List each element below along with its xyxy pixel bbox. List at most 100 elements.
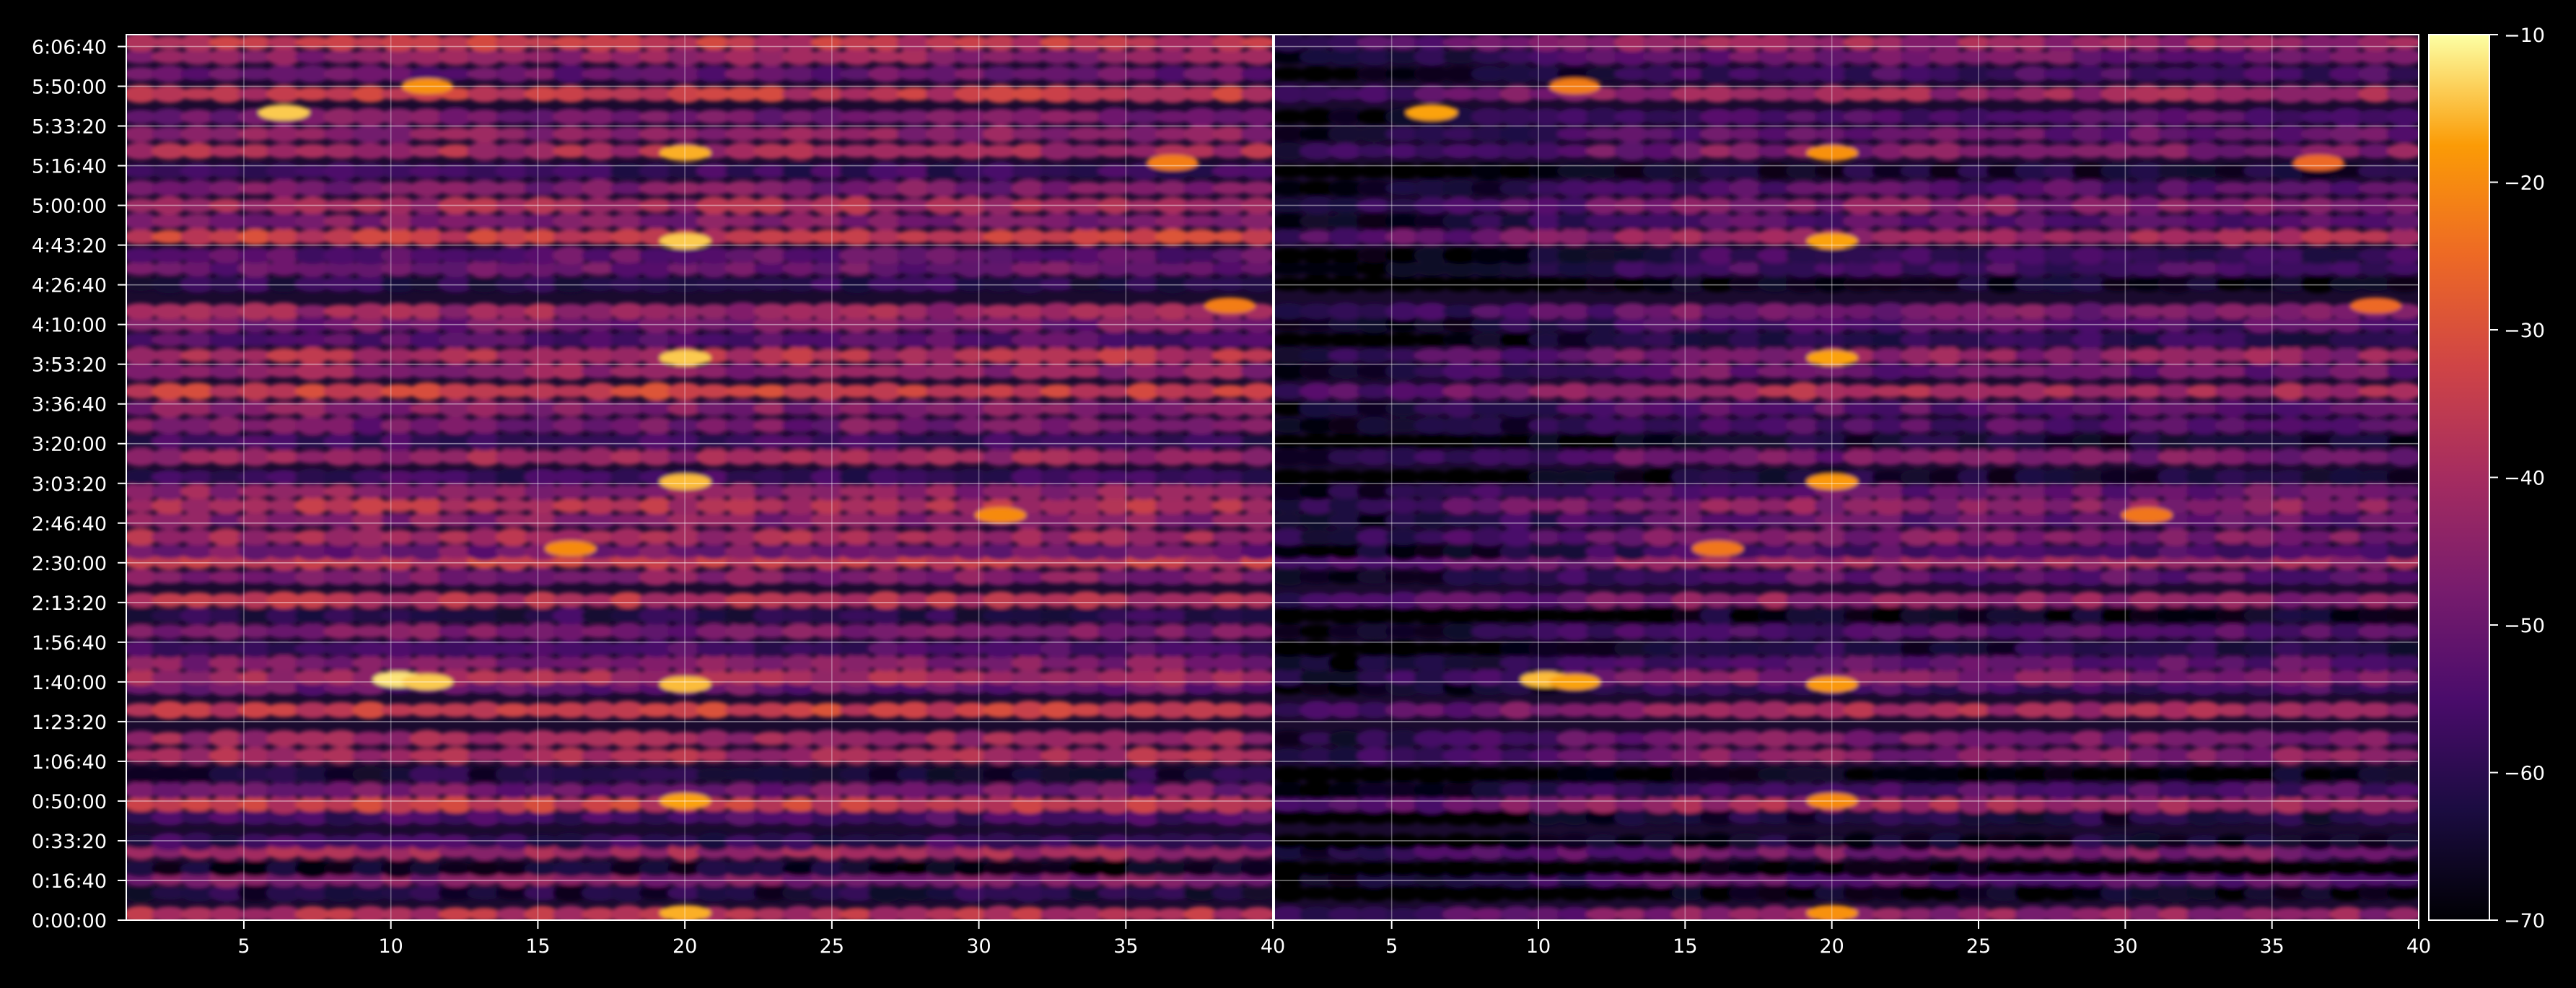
heatmap-cell xyxy=(1011,108,1047,126)
heatmap-cell xyxy=(954,701,990,718)
heatmap-cell xyxy=(1671,567,1707,587)
heatmap-cell xyxy=(2214,399,2251,418)
heatmap-cell xyxy=(524,141,560,160)
heatmap-cell xyxy=(209,701,245,719)
heatmap-cell xyxy=(1069,669,1105,686)
heatmap-cell xyxy=(126,276,159,292)
heatmap-cell xyxy=(983,810,1019,825)
heatmap-cell xyxy=(1642,400,1678,417)
heatmap-cell xyxy=(2357,229,2394,244)
heatmap-cell xyxy=(1126,469,1162,484)
heatmap-cell xyxy=(724,417,761,434)
heatmap-cell xyxy=(1040,808,1076,826)
heatmap-cell xyxy=(1528,609,1564,623)
heatmap-cell xyxy=(1183,797,1219,811)
heatmap-cell xyxy=(2243,834,2279,849)
heatmap-cell xyxy=(1528,246,1564,264)
heatmap-cell xyxy=(1499,163,1535,180)
heatmap-cell xyxy=(352,347,388,364)
heatmap-cell xyxy=(1757,513,1793,527)
heatmap-cell xyxy=(2100,450,2137,464)
heatmap-cell xyxy=(467,417,503,434)
heatmap-cell xyxy=(209,470,245,484)
heatmap-cell xyxy=(126,418,159,433)
heatmap-cell xyxy=(2386,797,2419,812)
heatmap-cell xyxy=(1585,164,1621,179)
heatmap-cell xyxy=(294,305,330,318)
heatmap-cell xyxy=(553,316,589,332)
heatmap-cell xyxy=(639,730,675,748)
heatmap-cell xyxy=(524,246,560,265)
heatmap-cell xyxy=(524,163,560,179)
heatmap-cell xyxy=(1843,304,1879,319)
heatmap-cell xyxy=(1274,592,1307,608)
heatmap-cell xyxy=(1700,607,1736,625)
heatmap-cell xyxy=(2043,178,2079,198)
heatmap-cell xyxy=(1585,591,1621,609)
heatmap-cell xyxy=(1274,499,1307,513)
heatmap-cell xyxy=(1040,261,1076,276)
heatmap-cell xyxy=(1700,448,1736,465)
heatmap-cell xyxy=(2243,860,2279,878)
heatmap-cell xyxy=(2157,680,2194,694)
heatmap-cell xyxy=(1757,591,1793,608)
heatmap-cell xyxy=(1986,624,2022,639)
heatmap-cell xyxy=(126,883,159,903)
heatmap-cell xyxy=(753,592,789,608)
heatmap-cell xyxy=(1614,85,1650,102)
heatmap-cell xyxy=(126,383,159,399)
heatmap-cell xyxy=(839,870,875,887)
heatmap-cell xyxy=(2386,196,2419,214)
heatmap-cell xyxy=(753,569,789,585)
heatmap-cell xyxy=(1299,229,1336,244)
heatmap-cell xyxy=(2386,702,2419,718)
heatmap-cell xyxy=(1986,641,2022,656)
heatmap-cell xyxy=(2186,164,2222,178)
heatmap-cell xyxy=(2129,14,2165,31)
colorbar-tick-label: −30 xyxy=(2504,320,2545,342)
heatmap-cell xyxy=(2157,35,2194,51)
heatmap-cell xyxy=(2300,49,2336,64)
heatmap-cell xyxy=(983,162,1019,180)
heatmap-cell xyxy=(2300,701,2336,719)
heatmap-cell xyxy=(724,782,761,798)
heatmap-cell xyxy=(1900,640,1936,657)
heatmap-hotspot xyxy=(1806,676,1858,693)
heatmap-cell xyxy=(1126,228,1162,246)
heatmap-cell xyxy=(2015,229,2051,245)
heatmap-cell xyxy=(2072,214,2108,228)
heatmap-cell xyxy=(1900,126,1936,141)
heatmap-cell xyxy=(1871,35,1908,50)
heatmap-cell xyxy=(1671,50,1707,64)
heatmap-cell xyxy=(2386,66,2419,82)
heatmap-cell xyxy=(467,639,503,657)
heatmap-cell xyxy=(1929,655,1965,671)
heatmap-cell xyxy=(1929,885,1965,901)
heatmap-cell xyxy=(1155,530,1191,544)
heatmap-cell xyxy=(1499,608,1535,624)
heatmap-cell xyxy=(1614,447,1650,466)
heatmap-cell xyxy=(126,66,159,81)
heatmap-cell xyxy=(1757,276,1793,292)
heatmap-cell xyxy=(1728,861,1764,877)
heatmap-cell xyxy=(380,808,417,826)
heatmap-cell xyxy=(209,198,245,213)
heatmap-cell xyxy=(1442,450,1478,464)
heatmap-cell xyxy=(1126,214,1162,229)
heatmap-cell xyxy=(352,809,388,825)
heatmap-cell xyxy=(2015,180,2051,197)
heatmap-cell xyxy=(1986,907,2022,920)
heatmap-cell xyxy=(610,213,646,229)
heatmap-cell xyxy=(2157,432,2194,451)
heatmap-cell xyxy=(2015,766,2051,783)
heatmap-cell xyxy=(1299,781,1336,799)
heatmap-cell xyxy=(1011,624,1047,639)
heatmap-cell xyxy=(126,447,159,466)
heatmap-cell xyxy=(2329,861,2365,876)
heatmap-cell xyxy=(380,782,417,798)
heatmap-cell xyxy=(1097,528,1134,546)
heatmap-cell xyxy=(1328,66,1364,81)
heatmap-cell xyxy=(1183,700,1219,720)
x-tick-label: 10 xyxy=(1526,935,1551,958)
heatmap-cell xyxy=(724,302,761,320)
